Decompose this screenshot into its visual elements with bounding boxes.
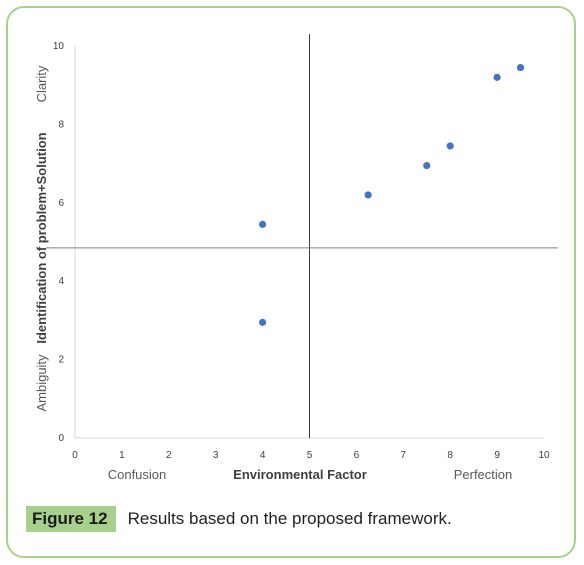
data-point	[516, 63, 525, 72]
x-tick-label: 10	[538, 450, 550, 461]
x-tick-label: 2	[166, 450, 172, 461]
data-point	[493, 73, 501, 81]
figure-caption-text: Results based on the proposed framework.	[127, 509, 452, 528]
y-tick-label: 2	[58, 355, 64, 366]
y-tick-label: 8	[58, 119, 64, 130]
y-tick-label: 0	[58, 433, 64, 444]
x-tick-label: 7	[401, 450, 407, 461]
y-tick-label: 6	[58, 198, 64, 209]
x-tick-label: 1	[119, 450, 125, 461]
data-points	[259, 63, 525, 326]
y-axis-title: Identification of problem+Solution	[34, 132, 49, 343]
x-tick-label: 5	[307, 450, 313, 461]
data-point	[423, 161, 431, 170]
x-axis-left-label: Confusion	[108, 467, 167, 482]
x-axis-right-label: Perfection	[454, 467, 513, 482]
y-axis-high-label: Clarity	[34, 65, 49, 102]
y-tick-label: 10	[53, 41, 65, 52]
data-point	[259, 318, 267, 326]
x-tick-labels: 0 1 2 3 4 5 6 7 8 9 10	[72, 450, 550, 461]
figure-label: Figure 12	[26, 506, 116, 532]
y-tick-label: 4	[58, 276, 64, 287]
figure-frame	[6, 6, 576, 558]
data-point	[446, 142, 454, 150]
x-tick-label: 4	[260, 450, 266, 461]
x-axis-title: Environmental Factor	[233, 467, 367, 482]
x-tick-label: 9	[494, 450, 500, 461]
y-tick-labels: 0 2 4 6 8 10	[53, 41, 65, 444]
x-tick-label: 8	[447, 450, 453, 461]
x-tick-label: 6	[354, 450, 360, 461]
x-tick-label: 0	[72, 450, 78, 461]
y-axis-low-label: Ambiguity	[34, 354, 49, 412]
chart-axes	[46, 34, 558, 439]
x-tick-label: 3	[213, 450, 219, 461]
figure-caption: Figure 12 Results based on the proposed …	[26, 506, 452, 532]
data-point	[364, 191, 372, 199]
data-point	[259, 220, 267, 228]
